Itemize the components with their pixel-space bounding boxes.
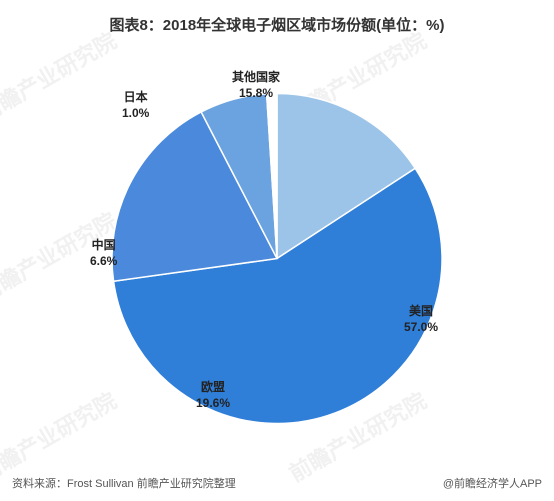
label-name: 日本 bbox=[124, 90, 148, 104]
label-name: 欧盟 bbox=[201, 380, 225, 394]
label-pct: 15.8% bbox=[239, 86, 273, 100]
source-text: 资料来源：Frost Sullivan 前瞻产业研究院整理 bbox=[12, 475, 236, 491]
label-name: 其他国家 bbox=[232, 70, 280, 84]
label-others: 其他国家 15.8% bbox=[232, 70, 280, 101]
chart-title: 图表8：2018年全球电子烟区域市场份额(单位：%) bbox=[0, 0, 554, 35]
brand-text: @前瞻经济学人APP bbox=[443, 475, 542, 491]
label-pct: 19.6% bbox=[196, 396, 230, 410]
chart-footer: 资料来源：Frost Sullivan 前瞻产业研究院整理 @前瞻经济学人APP bbox=[12, 475, 542, 491]
label-pct: 6.6% bbox=[90, 254, 117, 268]
label-name: 美国 bbox=[409, 304, 433, 318]
watermark: 前瞻产业研究院 bbox=[0, 24, 122, 129]
label-pct: 57.0% bbox=[404, 320, 438, 334]
watermark: 前瞻产业研究院 bbox=[0, 384, 122, 489]
label-eu: 欧盟 19.6% bbox=[196, 380, 230, 411]
label-japan: 日本 1.0% bbox=[122, 90, 149, 121]
label-china: 中国 6.6% bbox=[90, 238, 117, 269]
label-name: 中国 bbox=[92, 238, 116, 252]
label-pct: 1.0% bbox=[122, 106, 149, 120]
label-usa: 美国 57.0% bbox=[404, 304, 438, 335]
pie-chart bbox=[107, 88, 447, 433]
